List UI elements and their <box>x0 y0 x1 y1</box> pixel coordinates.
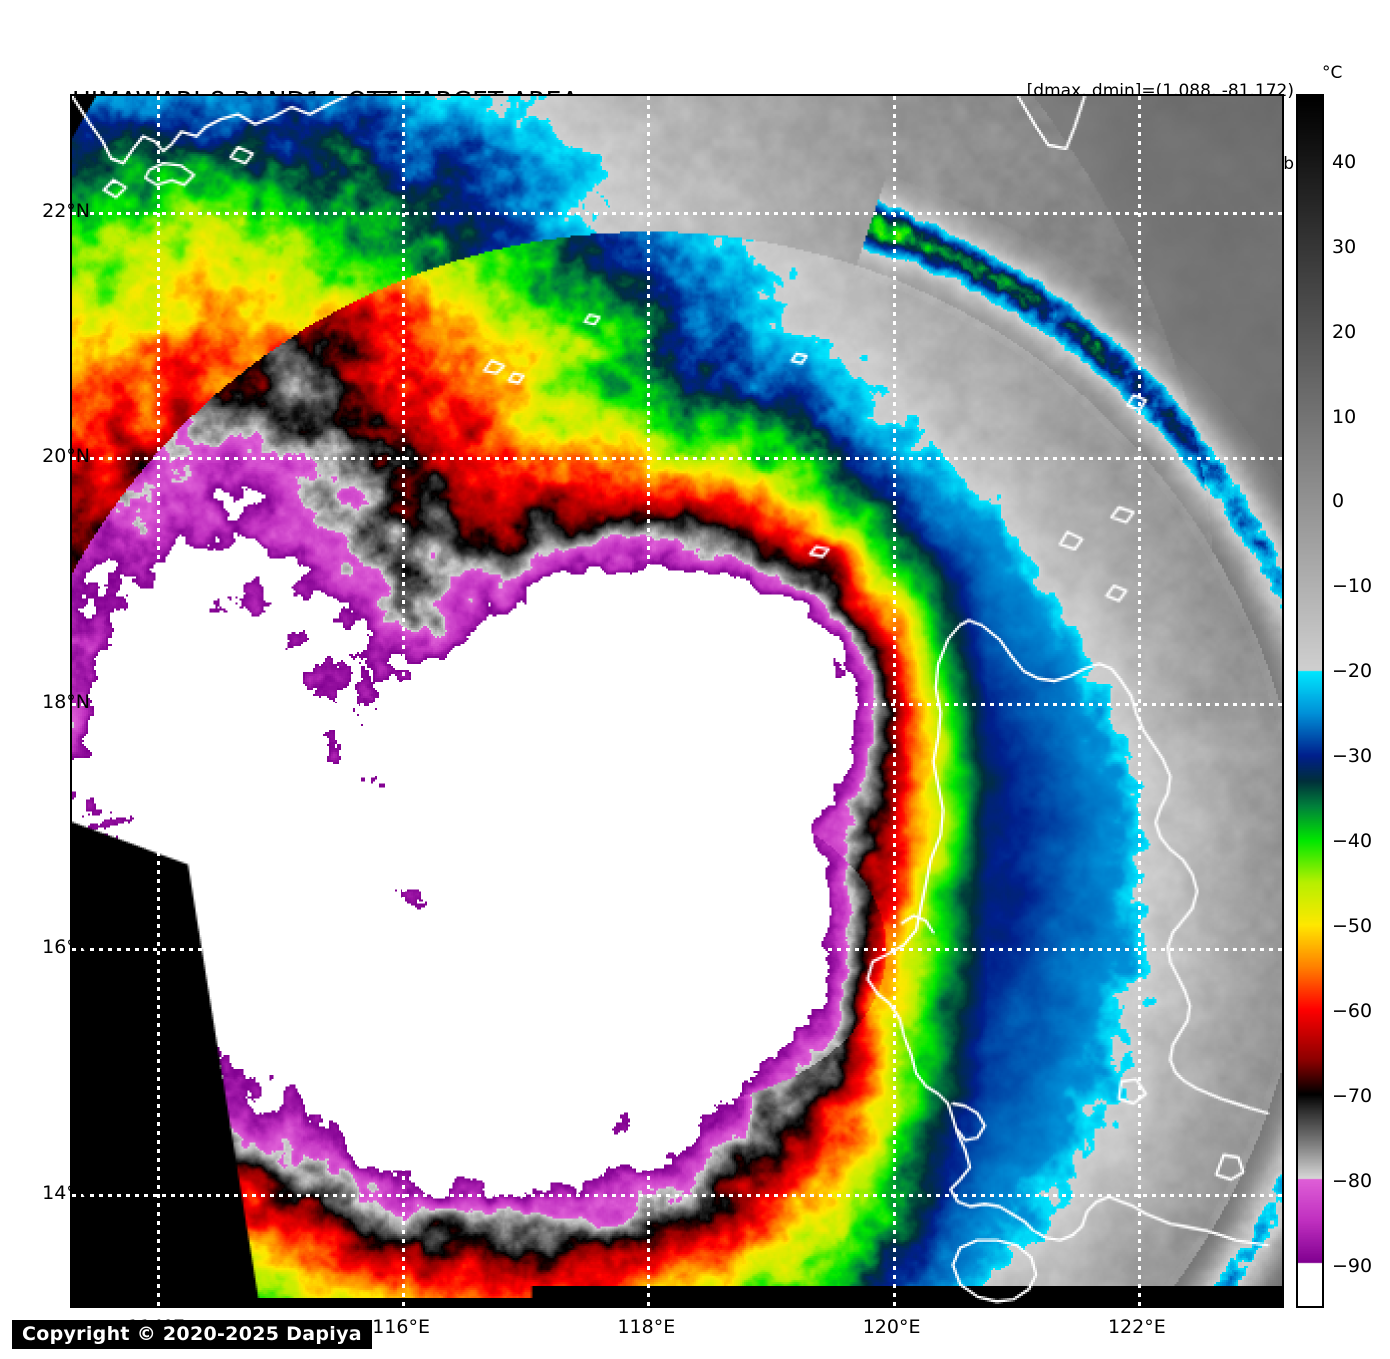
y-tick-14: 14°N <box>42 1181 90 1204</box>
x-tick-116: 116°E <box>372 1316 430 1338</box>
copyright-notice: Copyright © 2020-2025 Dapiya <box>12 1320 372 1349</box>
colorbar-tick--20: −20 <box>1332 660 1373 683</box>
colorbar-tick--90: −90 <box>1332 1254 1373 1277</box>
y-tick-18: 18°N <box>42 690 90 713</box>
colorbar-tick--70: −70 <box>1332 1084 1373 1107</box>
colorbar-gradient <box>1298 96 1322 1306</box>
y-tick-20: 20°N <box>42 445 90 468</box>
colorbar-tick--80: −80 <box>1332 1169 1373 1192</box>
satellite-raster <box>72 96 1282 1306</box>
x-tick-118: 118°E <box>617 1316 676 1338</box>
colorbar-tick--10: −10 <box>1332 575 1373 598</box>
colorbar-tick--50: −50 <box>1332 914 1373 937</box>
x-tick-122: 122°E <box>1107 1316 1166 1338</box>
colorbar-tick-10: 10 <box>1332 405 1357 428</box>
satellite-image-plot <box>70 94 1284 1308</box>
colorbar-tick--30: −30 <box>1332 745 1373 768</box>
colorbar-tick--60: −60 <box>1332 999 1373 1022</box>
colorbar-tick-0: 0 <box>1332 490 1345 513</box>
colorbar-tick-40: 40 <box>1332 150 1357 173</box>
infrared-imagery <box>72 96 1282 1306</box>
y-tick-16: 16°N <box>42 936 90 959</box>
colorbar-units-label: °C <box>1322 63 1343 83</box>
colorbar-tick--40: −40 <box>1332 830 1373 853</box>
colorbar-tick-20: 20 <box>1332 320 1357 343</box>
colorbar-tick-30: 30 <box>1332 235 1357 258</box>
y-tick-22: 22°N <box>42 199 90 222</box>
temperature-colorbar <box>1296 94 1324 1308</box>
x-tick-120: 120°E <box>862 1316 921 1338</box>
